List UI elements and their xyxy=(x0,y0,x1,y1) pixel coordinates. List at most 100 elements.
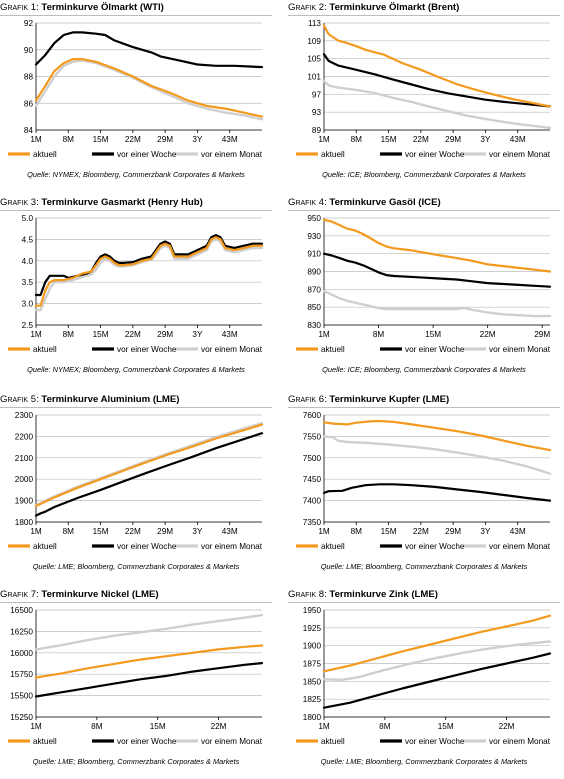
legend-label: aktuell xyxy=(321,737,345,746)
chart-title: Grafik 5: Terminkurve Aluminium (LME) xyxy=(0,394,272,408)
chart-svg: 1800 1825 1850 1875 1900 1925 1950 1M 8M 15M 22M ak… xyxy=(296,606,552,746)
chart-panel-1: Grafik 1: Terminkurve Ölmarkt (WTI) 84 86 8… xyxy=(0,2,276,192)
series-line-vor-einem-monat xyxy=(34,238,264,312)
x-tick-label: 43M xyxy=(222,330,238,339)
series-line-vor-einem-monat xyxy=(322,640,552,682)
legend-label: aktuell xyxy=(321,345,345,354)
y-tick-label: 4.5 xyxy=(22,235,34,244)
y-tick-label: 910 xyxy=(307,250,321,259)
y-tick-label: 15250 xyxy=(10,713,33,722)
series-line-vor-einem-monat xyxy=(322,79,552,130)
x-tick-label: 8M xyxy=(373,330,385,339)
y-tick-label: 1850 xyxy=(303,677,322,686)
series-line-vor-einer-woche xyxy=(34,661,264,698)
chart-panel-4: Grafik 4: Terminkurve Gasöl (ICE) 830 850 8… xyxy=(288,197,564,387)
source-note: Quelle: LME; Bloomberg, Commerzbank Corp… xyxy=(32,757,240,766)
chart-title: Grafik 6: Terminkurve Kupfer (LME) xyxy=(288,394,560,408)
chart-svg: 1800 1900 2000 2100 2200 2300 1M 8M 15M 22M 29M 3Y 4… xyxy=(8,411,264,551)
series-line-vor-einer-woche xyxy=(322,483,552,502)
x-tick-label: 22M xyxy=(211,722,227,731)
x-tick-label: 29M xyxy=(157,135,173,144)
series-line-vor-einer-woche xyxy=(34,31,264,69)
series-line-aktuell xyxy=(322,24,552,108)
chart-title: Grafik 2: Terminkurve Ölmarkt (Brent) xyxy=(288,2,560,16)
chart-title-text: Terminkurve Aluminium (LME) xyxy=(41,394,180,405)
legend-label: vor einer Woche xyxy=(405,345,465,354)
chart-svg: 89 93 97 101 105 109 113 1M 8M 15M 22M 29M 3Y 43M aktu… xyxy=(296,19,552,159)
series-line-vor-einer-woche xyxy=(34,234,264,297)
chart-title: Grafik 1: Terminkurve Ölmarkt (WTI) xyxy=(0,2,272,16)
y-tick-label: 15500 xyxy=(10,692,33,701)
x-tick-label: 1M xyxy=(318,527,330,536)
legend-label: vor einem Monat xyxy=(489,542,551,551)
x-tick-label: 1M xyxy=(318,330,330,339)
y-tick-label: 2300 xyxy=(15,411,34,420)
chart-svg: 7350 7400 7450 7500 7550 7600 1M 8M 15M 22M 29M 3Y 4… xyxy=(296,411,552,551)
chart-title-text: Terminkurve Gasmarkt (Henry Hub) xyxy=(41,197,203,208)
series-line-vor-einem-monat xyxy=(322,289,552,318)
y-tick-label: 90 xyxy=(24,46,34,55)
x-tick-label: 8M xyxy=(351,135,363,144)
chart-title-text: Terminkurve Gasöl (ICE) xyxy=(329,197,441,208)
chart-title-text: Terminkurve Ölmarkt (WTI) xyxy=(41,2,164,13)
legend-label: vor einer Woche xyxy=(405,542,465,551)
x-tick-label: 29M xyxy=(445,527,461,536)
chart-number: Grafik 8: xyxy=(288,589,327,600)
series-line-vor-einem-monat xyxy=(322,435,552,475)
chart-panel-5: Grafik 5: Terminkurve Aluminium (LME) 180… xyxy=(0,394,276,584)
y-tick-label: 7550 xyxy=(303,432,322,441)
y-tick-label: 950 xyxy=(307,214,321,223)
series-line-aktuell xyxy=(34,644,264,679)
legend-label: vor einer Woche xyxy=(117,150,177,159)
y-tick-label: 84 xyxy=(24,126,34,135)
x-tick-label: 3Y xyxy=(192,135,203,144)
chart-panel-2: Grafik 2: Terminkurve Ölmarkt (Brent) 89 9… xyxy=(288,2,564,192)
chart-title-text: Terminkurve Ölmarkt (Brent) xyxy=(329,2,460,13)
y-tick-label: 89 xyxy=(312,126,322,135)
chart-panel-8: Grafik 8: Terminkurve Zink (LME) 1800 1825… xyxy=(288,589,564,779)
y-tick-label: 88 xyxy=(24,73,34,82)
x-tick-label: 43M xyxy=(510,527,526,536)
x-tick-label: 22M xyxy=(413,135,429,144)
chart-title-text: Terminkurve Nickel (LME) xyxy=(41,589,159,600)
y-tick-label: 7450 xyxy=(303,475,322,484)
x-tick-label: 22M xyxy=(125,330,141,339)
series-line-aktuell xyxy=(322,614,552,673)
x-tick-label: 15M xyxy=(93,330,109,339)
y-tick-label: 7350 xyxy=(303,518,322,527)
source-note: Quelle: LME; Bloomberg, Commerzbank Corp… xyxy=(320,757,528,766)
series-line-aktuell xyxy=(34,236,264,307)
y-tick-label: 1825 xyxy=(303,695,322,704)
x-tick-label: 22M xyxy=(413,527,429,536)
chart-panel-3: Grafik 3: Terminkurve Gasmarkt (Henry Hu… xyxy=(0,197,276,387)
y-tick-label: 15750 xyxy=(10,670,33,679)
x-tick-label: 22M xyxy=(125,135,141,144)
series-line-vor-einer-woche xyxy=(322,652,552,709)
chart-title-text: Terminkurve Zink (LME) xyxy=(329,589,438,600)
series-line-vor-einem-monat xyxy=(34,613,264,651)
y-tick-label: 2100 xyxy=(15,454,34,463)
x-tick-label: 1M xyxy=(318,135,330,144)
y-tick-label: 2000 xyxy=(15,475,34,484)
x-tick-label: 3Y xyxy=(192,330,203,339)
x-tick-label: 8M xyxy=(63,135,75,144)
x-tick-label: 22M xyxy=(125,527,141,536)
chart-number: Grafik 3: xyxy=(0,197,39,208)
chart-number: Grafik 2: xyxy=(288,2,327,13)
chart-title: Grafik 3: Terminkurve Gasmarkt (Henry Hu… xyxy=(0,197,272,211)
y-tick-label: 92 xyxy=(24,19,34,28)
y-tick-label: 830 xyxy=(307,321,321,330)
y-tick-label: 105 xyxy=(307,55,321,64)
source-note: Quelle: ICE; Bloomberg, Commerzbank Corp… xyxy=(322,170,526,179)
x-tick-label: 1M xyxy=(30,330,42,339)
x-tick-label: 43M xyxy=(222,527,238,536)
x-tick-label: 43M xyxy=(510,135,526,144)
chart-title: Grafik 8: Terminkurve Zink (LME) xyxy=(288,589,560,603)
legend-label: aktuell xyxy=(33,150,57,159)
series-line-aktuell xyxy=(322,218,552,273)
y-tick-label: 5.0 xyxy=(22,214,34,223)
y-tick-label: 1800 xyxy=(303,713,322,722)
y-tick-label: 890 xyxy=(307,268,321,277)
chart-svg: 84 86 88 90 92 1M 8M 15M 22M 29M 3Y 43M aktuell vor e… xyxy=(8,19,264,159)
x-tick-label: 15M xyxy=(150,722,166,731)
